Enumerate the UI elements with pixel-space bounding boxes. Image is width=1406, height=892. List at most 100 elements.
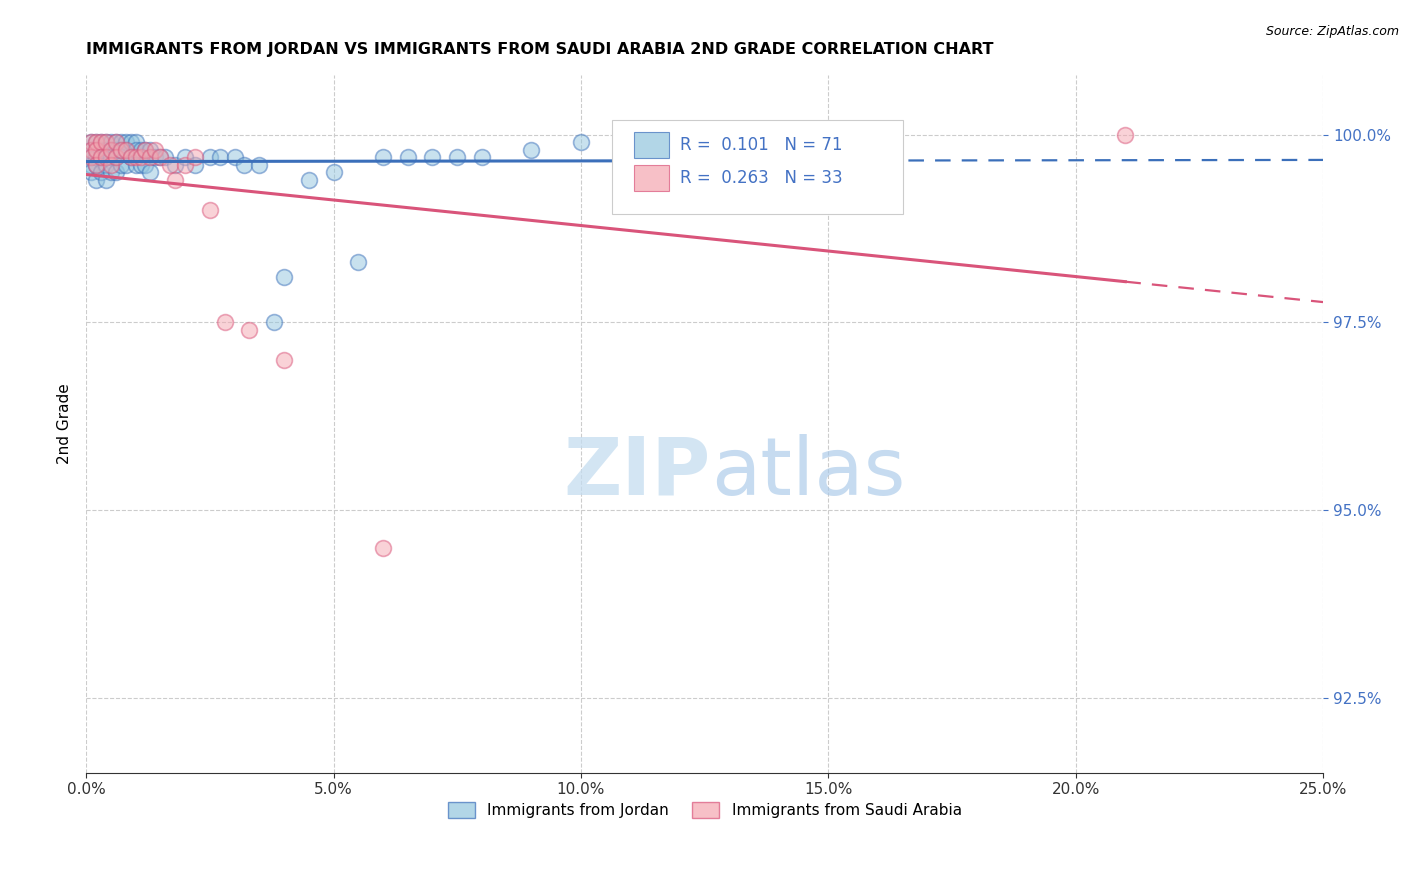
Point <box>155 150 177 164</box>
Point <box>143 150 166 164</box>
Point <box>104 135 127 149</box>
Point <box>134 158 156 172</box>
Point <box>273 352 295 367</box>
Point <box>110 143 132 157</box>
Point <box>224 150 246 164</box>
Point <box>84 143 107 157</box>
Text: R =  0.263   N = 33: R = 0.263 N = 33 <box>681 169 842 187</box>
Point <box>124 158 146 172</box>
Point <box>184 150 207 164</box>
Point <box>90 150 112 164</box>
Point <box>104 135 127 149</box>
Point <box>80 150 103 164</box>
Point <box>165 158 187 172</box>
Point <box>84 135 107 149</box>
Text: Source: ZipAtlas.com: Source: ZipAtlas.com <box>1265 25 1399 38</box>
Point <box>90 135 112 149</box>
Point <box>371 541 394 555</box>
Point <box>273 270 295 285</box>
Point <box>139 150 162 164</box>
Text: R =  0.101   N = 71: R = 0.101 N = 71 <box>681 136 842 154</box>
Point <box>322 165 344 179</box>
Point <box>214 315 236 329</box>
Point <box>165 172 187 186</box>
Point <box>134 143 156 157</box>
Point <box>520 143 543 157</box>
Point <box>100 143 122 157</box>
Point <box>100 158 122 172</box>
Point <box>396 150 419 164</box>
Point <box>143 143 166 157</box>
Point <box>94 150 117 164</box>
Point <box>298 172 321 186</box>
Point <box>110 135 132 149</box>
Point <box>238 323 260 337</box>
Point <box>80 143 103 157</box>
Point <box>174 158 197 172</box>
Point <box>104 150 127 164</box>
Point <box>718 128 741 142</box>
Point <box>110 158 132 172</box>
Point <box>347 255 370 269</box>
Point <box>124 135 146 149</box>
Point <box>422 150 444 164</box>
Point <box>569 135 592 149</box>
Point <box>1114 128 1136 142</box>
Point <box>129 143 152 157</box>
Point <box>100 165 122 179</box>
Point <box>134 143 156 157</box>
Point <box>84 158 107 172</box>
Point <box>198 202 221 217</box>
Point <box>90 135 112 149</box>
Point <box>94 135 117 149</box>
Point <box>100 150 122 164</box>
Point <box>233 158 256 172</box>
Point <box>129 150 152 164</box>
Point <box>104 165 127 179</box>
Point <box>139 143 162 157</box>
Point <box>129 158 152 172</box>
Point <box>669 135 692 149</box>
Point <box>100 135 122 149</box>
FancyBboxPatch shape <box>634 132 669 159</box>
Point <box>208 150 231 164</box>
Text: ZIP: ZIP <box>564 434 711 511</box>
Point <box>80 135 103 149</box>
FancyBboxPatch shape <box>634 165 669 191</box>
Point <box>80 158 103 172</box>
FancyBboxPatch shape <box>612 120 903 214</box>
Y-axis label: 2nd Grade: 2nd Grade <box>58 384 72 464</box>
Point <box>84 143 107 157</box>
Text: atlas: atlas <box>711 434 905 511</box>
Point <box>184 158 207 172</box>
Point <box>114 135 136 149</box>
Text: IMMIGRANTS FROM JORDAN VS IMMIGRANTS FROM SAUDI ARABIA 2ND GRADE CORRELATION CHA: IMMIGRANTS FROM JORDAN VS IMMIGRANTS FRO… <box>86 42 994 57</box>
Point <box>114 143 136 157</box>
Point <box>446 150 468 164</box>
Point <box>247 158 270 172</box>
Point <box>114 158 136 172</box>
Point <box>120 150 142 164</box>
Point <box>471 150 494 164</box>
Point <box>174 150 197 164</box>
Point <box>159 158 181 172</box>
Point <box>90 150 112 164</box>
Point <box>84 172 107 186</box>
Point <box>120 135 142 149</box>
Point <box>124 150 146 164</box>
Point <box>371 150 394 164</box>
Point <box>817 128 839 142</box>
Point <box>124 143 146 157</box>
Point <box>104 150 127 164</box>
Point <box>80 135 103 149</box>
Point <box>90 165 112 179</box>
Point <box>84 135 107 149</box>
Point <box>94 143 117 157</box>
Point <box>104 143 127 157</box>
Point <box>94 172 117 186</box>
Point <box>84 158 107 172</box>
Point <box>149 150 172 164</box>
Point <box>94 158 117 172</box>
Point <box>139 165 162 179</box>
Point <box>114 143 136 157</box>
